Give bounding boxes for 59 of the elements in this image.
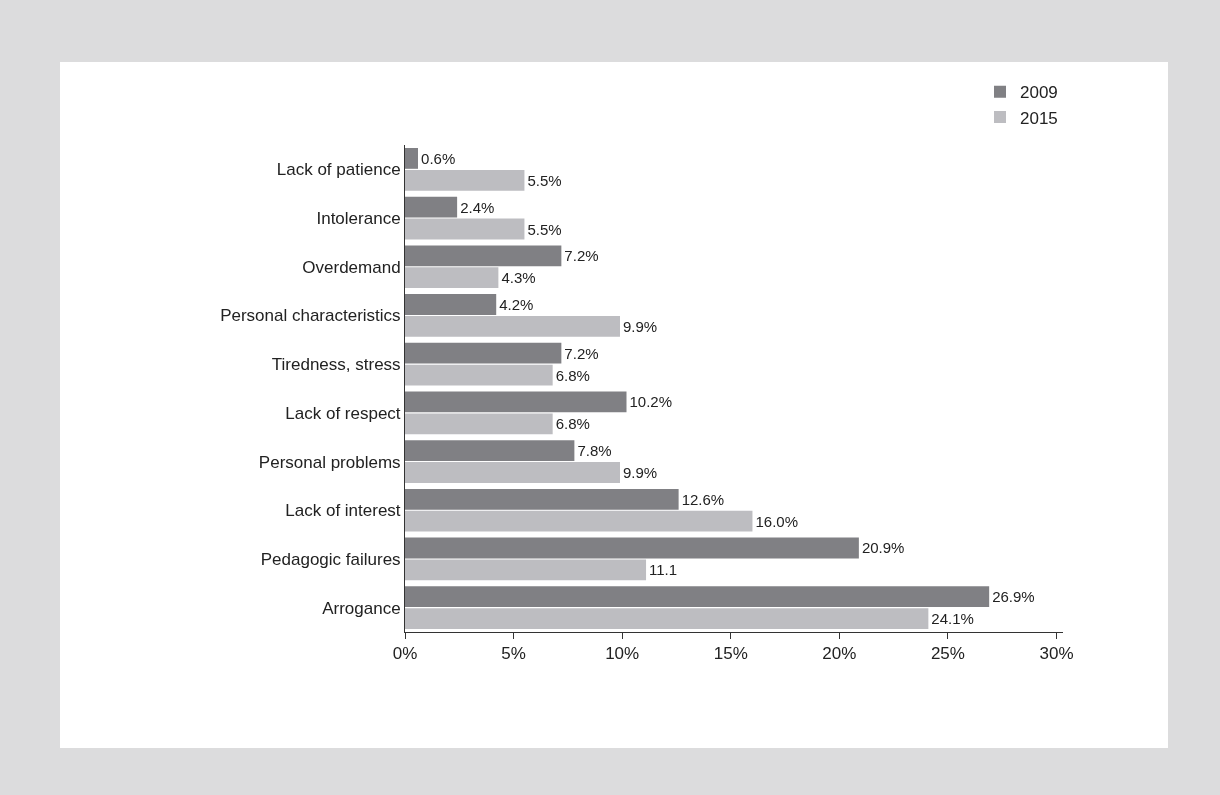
data-label: 11.1 [649, 561, 678, 579]
bar [405, 147, 419, 169]
bar [405, 267, 499, 289]
data-label: 7.8% [577, 442, 612, 460]
bar [405, 391, 627, 413]
data-label: 4.2% [499, 295, 534, 313]
bar [405, 440, 575, 461]
bar [405, 559, 647, 581]
bar [405, 169, 525, 191]
y-tick-label: Tiredness, stress [271, 355, 401, 375]
bar [405, 608, 929, 630]
data-label: 9.9% [622, 317, 658, 335]
bar [405, 316, 620, 337]
data-label: 0.6% [421, 149, 456, 167]
y-tick-label: Overdemand [302, 257, 401, 277]
y-tick-label: Personal characteristics [220, 306, 401, 326]
bar [405, 462, 620, 483]
y-tick-label: Intolerance [316, 209, 401, 228]
data-label: 12.6% [681, 490, 725, 508]
y-tick-label: Arrogance [322, 598, 401, 618]
data-label: 2.4% [460, 198, 495, 216]
data-label: 4.3% [501, 269, 536, 287]
x-tick-label: 25% [930, 644, 965, 664]
bar [405, 488, 679, 510]
bar [405, 294, 497, 315]
x-tick-label: 5% [501, 644, 526, 664]
y-tick-label: Pedagogic failures [260, 549, 401, 569]
x-tick-label: 20% [822, 644, 857, 664]
data-label: 16.0% [755, 512, 799, 530]
x-tick-label: 30% [1039, 644, 1074, 664]
data-label: 5.5% [527, 171, 562, 189]
data-label: 9.9% [622, 464, 658, 482]
y-tick-label: Lack of interest [285, 501, 401, 521]
data-label: 24.1% [931, 610, 974, 628]
x-tick-label: 10% [605, 644, 640, 664]
bar [405, 510, 753, 532]
data-label: 7.2% [564, 344, 599, 362]
data-label: 7.2% [564, 247, 599, 265]
bar [405, 218, 525, 240]
data-label: 10.2% [629, 393, 673, 411]
bar [405, 342, 562, 364]
data-label: 26.9% [992, 588, 1035, 606]
bar [405, 364, 553, 386]
data-label: 5.5% [527, 220, 562, 238]
legend-label: 2009 [1020, 83, 1058, 103]
data-label: 6.8% [555, 415, 590, 433]
y-tick-label: Personal problems [258, 452, 401, 472]
x-tick-label: 15% [713, 644, 748, 664]
bar [405, 413, 553, 435]
bar [405, 245, 562, 267]
y-tick-label: Lack of respect [285, 403, 401, 423]
bar [405, 586, 990, 608]
data-label: 20.9% [861, 539, 905, 557]
data-label: 6.8% [555, 366, 590, 384]
legend-label: 2015 [1020, 108, 1058, 128]
bar [405, 196, 458, 218]
y-tick-label: Lack of patience [276, 160, 401, 180]
x-tick-label: 0% [392, 644, 418, 664]
bar [405, 537, 859, 559]
